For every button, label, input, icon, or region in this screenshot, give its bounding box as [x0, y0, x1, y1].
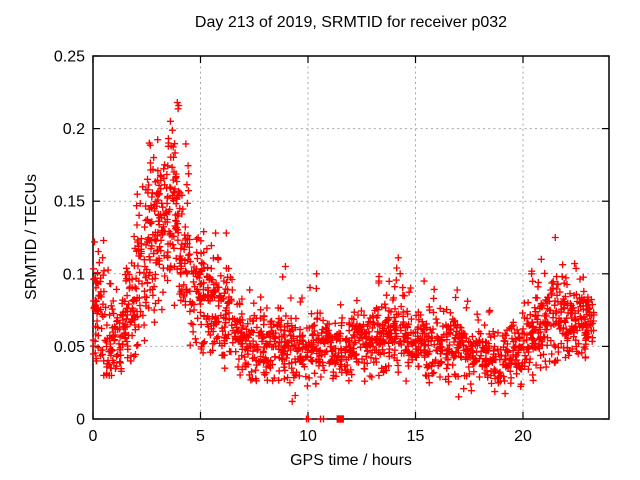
plot-border — [92, 55, 610, 420]
y-tick-label: 0.25 — [54, 49, 85, 66]
zero-cluster-square — [336, 415, 344, 423]
y-tick-label: 0 — [76, 412, 85, 429]
y-tick-label: 0.2 — [63, 121, 85, 138]
data-points — [89, 99, 598, 423]
y-tick-label: 0.15 — [54, 194, 85, 211]
x-tick-label: 10 — [299, 428, 317, 445]
x-axis-label: GPS time / hours — [290, 452, 412, 469]
x-tick-label: 0 — [89, 428, 98, 445]
y-tick-label: 0.1 — [63, 266, 85, 283]
x-tick-label: 5 — [196, 428, 205, 445]
chart-title: Day 213 of 2019, SRMTID for receiver p03… — [194, 14, 508, 31]
x-tick-label: 15 — [407, 428, 425, 445]
y-tick-label: 0.05 — [54, 339, 85, 356]
x-tick-label: 20 — [514, 428, 532, 445]
